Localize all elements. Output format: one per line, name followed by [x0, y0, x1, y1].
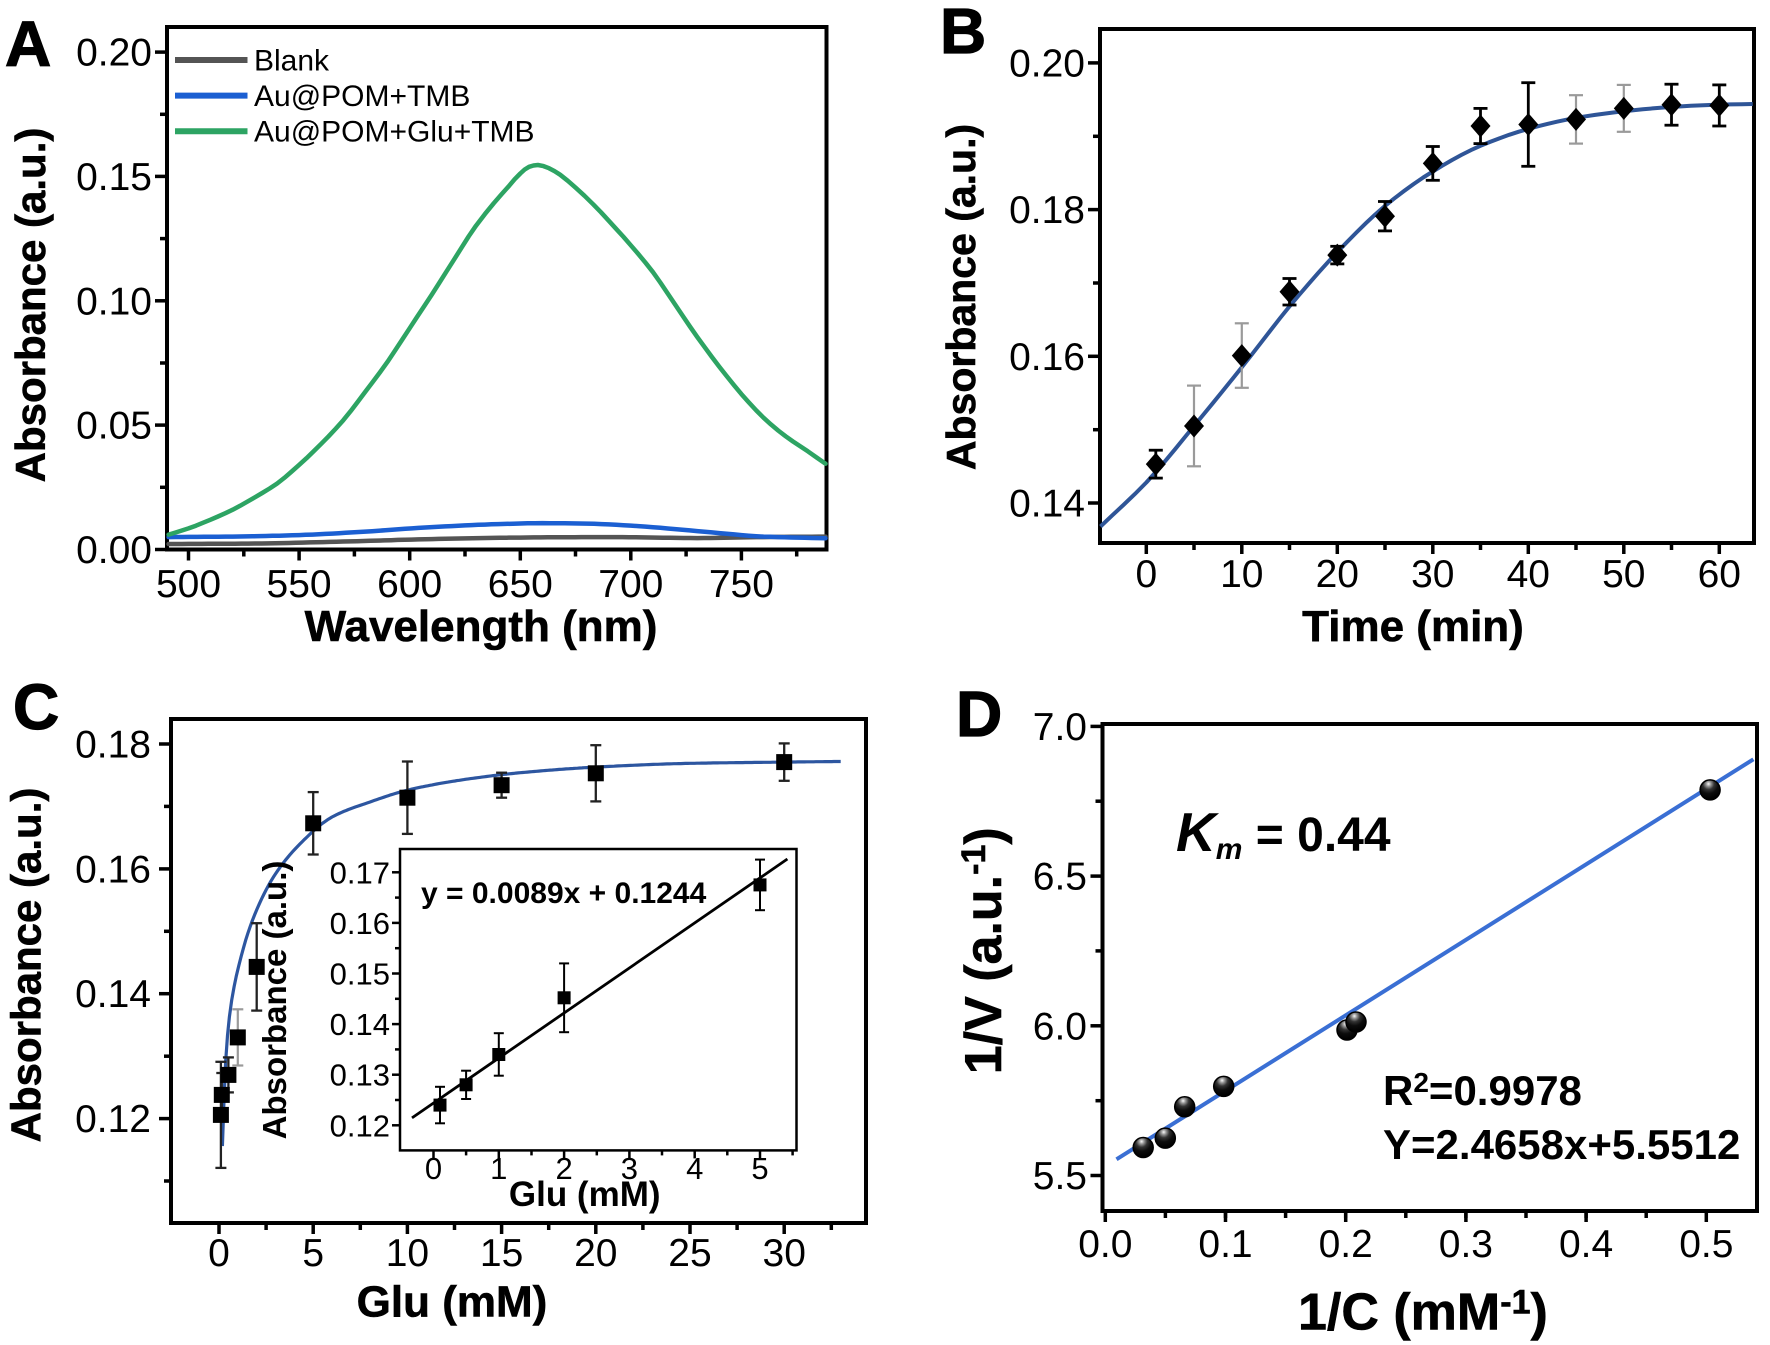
svg-text:Glu (mM): Glu (mM): [509, 1175, 661, 1214]
svg-text:y = 0.0089x + 0.1244: y = 0.0089x + 0.1244: [421, 877, 707, 910]
svg-text:Km = 0.44: Km = 0.44: [1176, 801, 1391, 866]
svg-text:0.2: 0.2: [1319, 1223, 1373, 1266]
svg-text:R2=0.9978: R2=0.9978: [1383, 1067, 1582, 1114]
svg-text:60: 60: [1698, 553, 1741, 596]
svg-text:0.13: 0.13: [330, 1058, 390, 1093]
svg-text:0.1: 0.1: [1198, 1223, 1252, 1266]
svg-text:Absorbance (a.u.): Absorbance (a.u.): [938, 124, 984, 470]
svg-text:20: 20: [1316, 553, 1359, 596]
svg-text:0.20: 0.20: [1009, 42, 1085, 85]
svg-text:0.14: 0.14: [1009, 483, 1085, 526]
svg-text:0.16: 0.16: [1009, 336, 1085, 379]
svg-text:2: 2: [555, 1151, 572, 1186]
svg-text:25: 25: [668, 1232, 711, 1275]
svg-text:Au@POM+Glu+TMB: Au@POM+Glu+TMB: [254, 116, 535, 149]
svg-text:10: 10: [386, 1232, 429, 1275]
svg-text:0.14: 0.14: [75, 973, 151, 1016]
svg-text:Time (min): Time (min): [1302, 602, 1524, 651]
svg-text:20: 20: [574, 1232, 617, 1275]
svg-text:0: 0: [425, 1151, 442, 1186]
svg-text:Absorbance (a.u.): Absorbance (a.u.): [3, 788, 50, 1143]
svg-text:0: 0: [208, 1232, 230, 1275]
svg-text:0.3: 0.3: [1439, 1223, 1493, 1266]
svg-text:550: 550: [267, 563, 332, 606]
svg-text:D: D: [956, 678, 1002, 750]
svg-text:Au@POM+TMB: Au@POM+TMB: [254, 80, 470, 113]
svg-text:Wavelength (nm): Wavelength (nm): [305, 602, 658, 651]
svg-text:600: 600: [377, 563, 442, 606]
svg-text:0.10: 0.10: [76, 280, 152, 323]
svg-text:Glu (mM): Glu (mM): [357, 1278, 548, 1327]
svg-text:B: B: [940, 0, 986, 67]
svg-text:6.0: 6.0: [1033, 1005, 1087, 1048]
svg-text:650: 650: [488, 563, 553, 606]
svg-text:30: 30: [1411, 553, 1454, 596]
svg-text:0.05: 0.05: [76, 405, 152, 448]
svg-text:0.5: 0.5: [1679, 1223, 1733, 1266]
svg-text:0.18: 0.18: [1009, 189, 1085, 232]
svg-text:0.4: 0.4: [1559, 1223, 1613, 1266]
svg-text:5.5: 5.5: [1033, 1155, 1087, 1198]
svg-text:6.5: 6.5: [1033, 856, 1087, 899]
svg-text:0: 0: [1135, 553, 1157, 596]
svg-text:0.16: 0.16: [75, 848, 151, 891]
svg-text:0.00: 0.00: [76, 529, 152, 572]
svg-text:7.0: 7.0: [1033, 706, 1087, 749]
svg-text:30: 30: [763, 1232, 806, 1275]
svg-text:Absorbance (a.u.): Absorbance (a.u.): [7, 128, 54, 483]
svg-text:Blank: Blank: [254, 45, 330, 78]
svg-text:0.15: 0.15: [76, 156, 152, 199]
svg-text:5: 5: [751, 1151, 768, 1186]
svg-text:5: 5: [302, 1232, 324, 1275]
svg-text:1/C (mM-1): 1/C (mM-1): [1298, 1284, 1548, 1342]
svg-text:50: 50: [1602, 553, 1645, 596]
svg-text:C: C: [13, 671, 59, 743]
svg-text:Absorbance (a.u.): Absorbance (a.u.): [256, 861, 293, 1140]
svg-text:0.15: 0.15: [330, 957, 390, 992]
svg-text:15: 15: [480, 1232, 523, 1275]
svg-text:0.18: 0.18: [75, 724, 151, 767]
svg-text:0.17: 0.17: [330, 855, 390, 890]
svg-text:0.20: 0.20: [76, 32, 152, 75]
svg-text:Y=2.4658x+5.5512: Y=2.4658x+5.5512: [1383, 1121, 1740, 1168]
svg-text:0.12: 0.12: [75, 1098, 151, 1141]
svg-text:0.12: 0.12: [330, 1108, 390, 1143]
svg-text:0.0: 0.0: [1078, 1223, 1132, 1266]
svg-text:3: 3: [621, 1151, 638, 1186]
svg-text:700: 700: [598, 563, 663, 606]
svg-text:0.14: 0.14: [330, 1007, 390, 1042]
svg-text:A: A: [5, 8, 51, 80]
svg-text:750: 750: [709, 563, 774, 606]
svg-text:40: 40: [1507, 553, 1550, 596]
svg-text:10: 10: [1220, 553, 1263, 596]
svg-text:0.16: 0.16: [330, 906, 390, 941]
svg-text:1: 1: [490, 1151, 507, 1186]
svg-text:500: 500: [156, 563, 221, 606]
svg-text:4: 4: [686, 1151, 703, 1186]
